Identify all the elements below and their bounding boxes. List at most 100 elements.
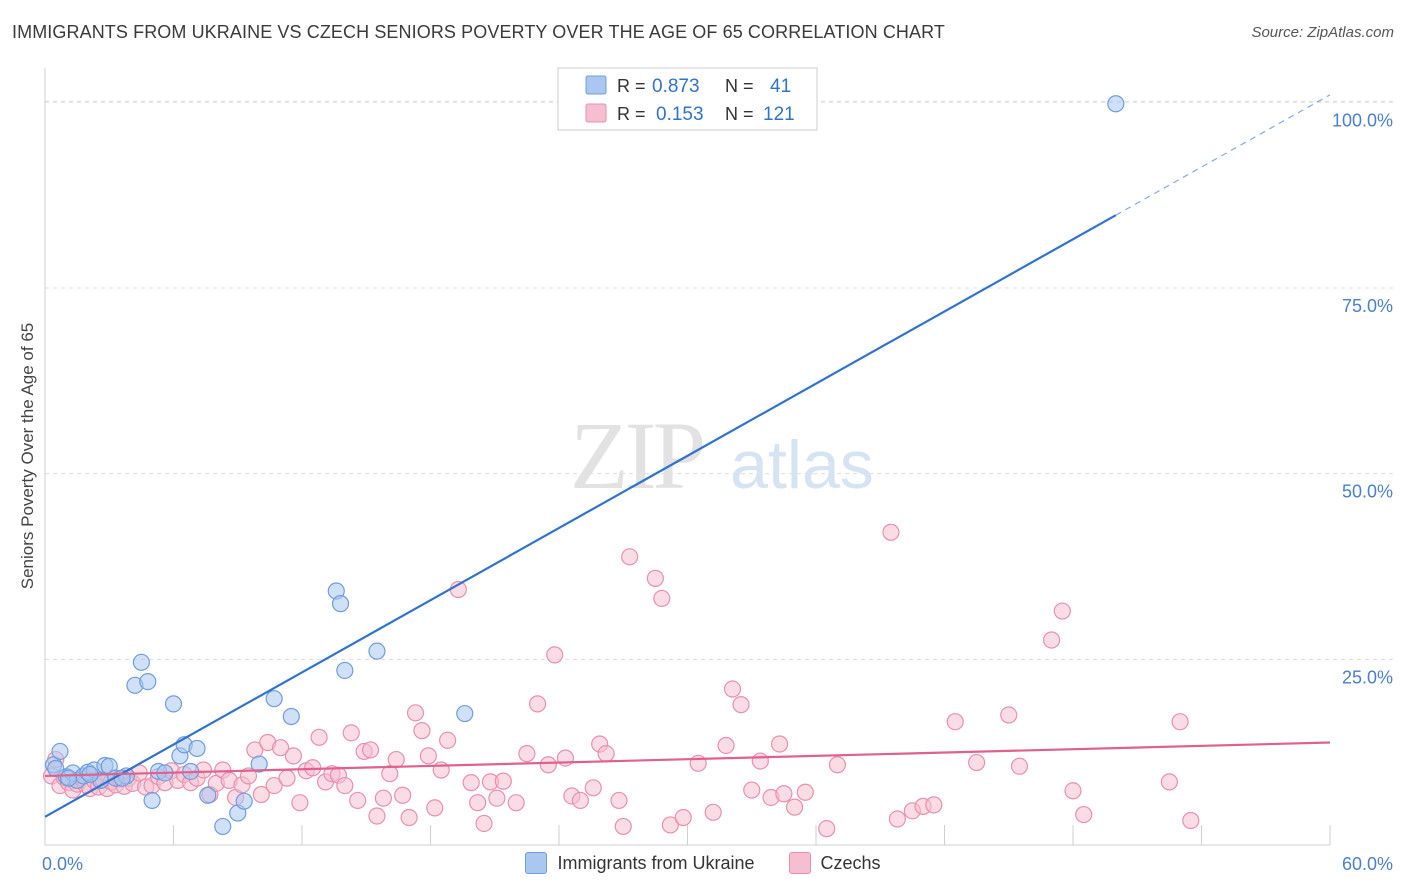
legend-n-value-2: 121 bbox=[763, 104, 795, 125]
czechs-point-42 bbox=[271, 739, 290, 757]
czechs-point-75 bbox=[494, 772, 512, 790]
y-tick-label-0: 25.0% bbox=[1342, 667, 1393, 687]
czechs-point-90 bbox=[646, 569, 664, 587]
ukraine-point-35 bbox=[456, 704, 474, 723]
czechs-point-62 bbox=[400, 808, 418, 827]
czechs-point-81 bbox=[556, 749, 575, 767]
legend-swatch-czechs bbox=[788, 852, 811, 874]
czechs-point-109 bbox=[888, 810, 906, 828]
czechs-trend-line bbox=[44, 741, 1331, 778]
x-tick-label-1: 60.0% bbox=[1342, 854, 1393, 874]
czechs-point-122 bbox=[1171, 713, 1189, 731]
czechs-point-66 bbox=[426, 799, 444, 817]
czechs-point-104 bbox=[785, 798, 804, 816]
legend-r-label-2: R = bbox=[617, 104, 646, 124]
czechs-point-112 bbox=[925, 796, 943, 814]
czechs-point-108 bbox=[882, 523, 900, 541]
y-tick-label-1: 50.0% bbox=[1342, 482, 1393, 502]
legend-label-czechs: Czechs bbox=[820, 852, 881, 873]
czechs-point-44 bbox=[284, 747, 303, 765]
legend-n-label-2: N = bbox=[725, 104, 754, 124]
legend-swatch-ukraine bbox=[525, 852, 548, 874]
ukraine-point-14 bbox=[132, 653, 150, 671]
legend-r-label-1: R = bbox=[617, 76, 646, 96]
legend-swatch-ukraine bbox=[585, 75, 607, 95]
czechs-point-87 bbox=[610, 791, 628, 810]
czechs-point-97 bbox=[723, 680, 742, 698]
czechs-point-96 bbox=[717, 736, 735, 755]
watermark: ZIP atlas bbox=[570, 402, 874, 509]
legend-bottom: Immigrants from Ukraine Czechs bbox=[0, 852, 1406, 874]
czechs-point-60 bbox=[387, 750, 405, 769]
legend-n-value-1: 41 bbox=[770, 76, 791, 97]
czechs-point-53 bbox=[342, 724, 360, 742]
czechs-point-115 bbox=[1000, 706, 1018, 724]
czechs-point-61 bbox=[394, 786, 412, 804]
ukraine-point-36 bbox=[1107, 95, 1125, 113]
czechs-point-98 bbox=[732, 696, 750, 714]
czechs-point-105 bbox=[796, 783, 814, 801]
czechs-point-80 bbox=[546, 646, 564, 664]
czechs-point-99 bbox=[743, 781, 761, 799]
x-tick-label-0: 0.0% bbox=[42, 854, 83, 874]
y-axis-label: Seniors Poverty Over the Age of 65 bbox=[18, 323, 37, 589]
czechs-point-113 bbox=[946, 713, 964, 731]
czechs-point-54 bbox=[349, 791, 367, 810]
czechs-point-37 bbox=[239, 767, 258, 785]
source-credit: Source: ZipAtlas.com bbox=[1251, 24, 1394, 41]
czechs-point-83 bbox=[571, 791, 590, 810]
trend-lines bbox=[44, 94, 1331, 818]
czechs-point-102 bbox=[770, 735, 789, 753]
czechs-point-86 bbox=[597, 745, 615, 763]
ukraine-point-32 bbox=[331, 595, 350, 613]
czechs-point-89 bbox=[621, 548, 639, 566]
czechs-point-84 bbox=[584, 779, 602, 797]
ukraine-point-29 bbox=[265, 690, 283, 708]
czechs-point-57 bbox=[368, 807, 386, 825]
czechs-point-41 bbox=[265, 776, 283, 795]
czechs-point-74 bbox=[488, 789, 506, 807]
ukraine-trend-extension bbox=[1115, 94, 1331, 216]
ukraine-point-1 bbox=[51, 742, 69, 761]
czechs-point-118 bbox=[1053, 602, 1071, 620]
czechs-point-52 bbox=[336, 776, 354, 795]
chart-title: IMMIGRANTS FROM UKRAINE VS CZECH SENIORS… bbox=[12, 22, 945, 42]
czechs-point-72 bbox=[475, 814, 493, 833]
ukraine-point-15 bbox=[139, 673, 157, 691]
legend-label-ukraine: Immigrants from Ukraine bbox=[557, 852, 755, 873]
legend-n-label-1: N = bbox=[725, 76, 754, 96]
ukraine-point-28 bbox=[250, 755, 268, 773]
czechs-point-95 bbox=[704, 803, 722, 821]
ukraine-point-19 bbox=[164, 695, 183, 713]
czechs-point-76 bbox=[507, 794, 525, 812]
ukraine-point-24 bbox=[199, 786, 217, 804]
czechs-point-39 bbox=[252, 785, 270, 804]
ukraine-point-16 bbox=[143, 791, 161, 810]
czechs-point-117 bbox=[1042, 631, 1061, 649]
ukraine-point-27 bbox=[235, 792, 253, 810]
czechs-point-43 bbox=[278, 769, 296, 787]
legend-item-czechs: Czechs bbox=[788, 852, 881, 874]
czechs-point-123 bbox=[1182, 811, 1200, 830]
ukraine-point-33 bbox=[336, 661, 354, 680]
gridlines bbox=[45, 100, 1395, 660]
czechs-point-65 bbox=[419, 747, 437, 765]
czechs-point-71 bbox=[469, 794, 487, 812]
ukraine-trend-line bbox=[44, 214, 1117, 818]
czechs-point-119 bbox=[1064, 782, 1082, 800]
axes: 25.0% 50.0% 75.0% 100.0% 0.0% 60.0% bbox=[42, 68, 1393, 874]
czechs-point-92 bbox=[661, 816, 679, 834]
czechs-point-56 bbox=[361, 741, 380, 759]
czechs-point-121 bbox=[1160, 773, 1178, 791]
czechs-point-63 bbox=[406, 704, 425, 722]
legend-item-ukraine: Immigrants from Ukraine bbox=[525, 852, 755, 874]
y-tick-label-3: 100.0% bbox=[1332, 110, 1393, 130]
watermark-atlas: atlas bbox=[730, 427, 874, 503]
czechs-point-64 bbox=[413, 722, 431, 740]
ukraine-point-34 bbox=[368, 642, 386, 660]
czechs-point-79 bbox=[539, 756, 557, 774]
ukraine-point-25 bbox=[214, 817, 232, 836]
watermark-zip: ZIP bbox=[570, 402, 703, 509]
czechs-point-68 bbox=[439, 731, 457, 749]
